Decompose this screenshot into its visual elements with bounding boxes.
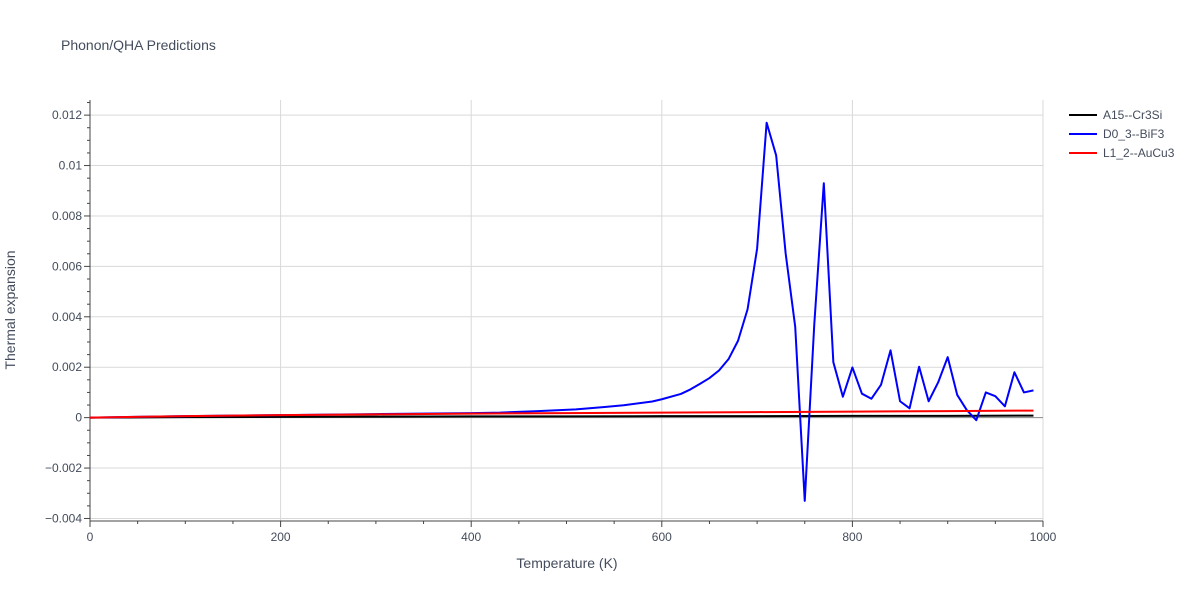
y-tick-label: 0.002 [52,360,82,374]
x-tick-label: 600 [652,530,672,544]
y-tick-label: 0.004 [52,310,82,324]
y-tick-label: −0.002 [45,461,82,475]
grid [90,100,1044,521]
legend-label: L1_2--AuCu3 [1103,146,1175,160]
y-tick-label: 0.008 [52,209,82,223]
x-tick-label: 200 [271,530,291,544]
legend-item[interactable]: A15--Cr3Si [1069,108,1162,122]
series-line-3 [89,409,1034,419]
y-tick-label: 0.01 [59,159,83,173]
legend-label: A15--Cr3Si [1103,108,1162,122]
legend-label: D0_3--BiF3 [1103,127,1165,141]
y-tick-label: 0.006 [52,259,82,273]
tick-labels: 0 200 400 600 800 1000 −0.004 −0.002 0 0.002 0.004… [45,108,1057,544]
chart-title: Phonon/QHA Predictions [61,37,216,53]
x-axis-label: Temperature (K) [516,555,617,571]
x-tick-label: 400 [461,530,481,544]
x-tick-label: 1000 [1030,530,1057,544]
series-line-2 [89,121,1034,502]
series-line-1 [89,414,1034,419]
x-tick-label: 800 [842,530,862,544]
y-tick-label: 0 [75,411,82,425]
legend-item[interactable]: L1_2--AuCu3 [1069,146,1175,160]
series-group [89,121,1034,502]
legend[interactable]: A15--Cr3Si D0_3--BiF3 L1_2--AuCu3 [1069,108,1175,160]
legend-item[interactable]: D0_3--BiF3 [1069,127,1165,141]
y-axis-label: Thermal expansion [2,250,18,369]
x-tick-label: 0 [87,530,94,544]
axes [84,100,1044,527]
y-tick-label: 0.012 [52,108,82,122]
y-tick-label: −0.004 [45,511,82,525]
